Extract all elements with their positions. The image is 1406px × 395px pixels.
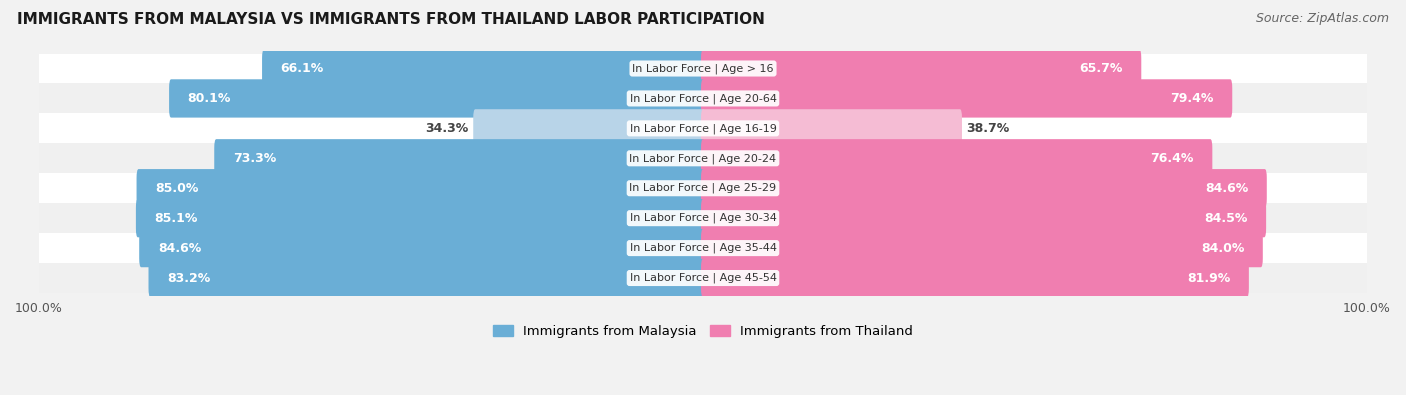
- Text: 38.7%: 38.7%: [967, 122, 1010, 135]
- FancyBboxPatch shape: [702, 79, 1232, 118]
- Bar: [39, 203, 1367, 233]
- FancyBboxPatch shape: [702, 49, 1142, 88]
- Bar: [39, 54, 1367, 83]
- FancyBboxPatch shape: [702, 109, 962, 147]
- FancyBboxPatch shape: [169, 79, 704, 118]
- FancyBboxPatch shape: [474, 109, 704, 147]
- Text: 73.3%: 73.3%: [233, 152, 276, 165]
- FancyBboxPatch shape: [702, 199, 1267, 237]
- FancyBboxPatch shape: [702, 259, 1249, 297]
- FancyBboxPatch shape: [702, 169, 1267, 207]
- Text: 34.3%: 34.3%: [426, 122, 468, 135]
- Text: In Labor Force | Age 35-44: In Labor Force | Age 35-44: [630, 243, 776, 253]
- Bar: [39, 83, 1367, 113]
- Text: 83.2%: 83.2%: [167, 271, 211, 284]
- Text: 76.4%: 76.4%: [1150, 152, 1194, 165]
- FancyBboxPatch shape: [214, 139, 704, 177]
- Text: 66.1%: 66.1%: [281, 62, 323, 75]
- Text: 65.7%: 65.7%: [1080, 62, 1122, 75]
- Bar: [39, 113, 1367, 143]
- Text: 79.4%: 79.4%: [1170, 92, 1213, 105]
- Text: 84.6%: 84.6%: [157, 242, 201, 255]
- Text: 85.0%: 85.0%: [155, 182, 198, 195]
- FancyBboxPatch shape: [136, 199, 704, 237]
- Text: In Labor Force | Age 45-54: In Labor Force | Age 45-54: [630, 273, 776, 283]
- Bar: [39, 233, 1367, 263]
- Text: 85.1%: 85.1%: [155, 212, 198, 225]
- Text: In Labor Force | Age 30-34: In Labor Force | Age 30-34: [630, 213, 776, 224]
- FancyBboxPatch shape: [702, 229, 1263, 267]
- Bar: [39, 173, 1367, 203]
- FancyBboxPatch shape: [702, 139, 1212, 177]
- Text: In Labor Force | Age 25-29: In Labor Force | Age 25-29: [630, 183, 776, 194]
- Bar: [39, 263, 1367, 293]
- Text: Source: ZipAtlas.com: Source: ZipAtlas.com: [1256, 12, 1389, 25]
- FancyBboxPatch shape: [139, 229, 704, 267]
- FancyBboxPatch shape: [136, 169, 704, 207]
- Text: In Labor Force | Age > 16: In Labor Force | Age > 16: [633, 63, 773, 74]
- FancyBboxPatch shape: [262, 49, 704, 88]
- Text: 80.1%: 80.1%: [187, 92, 231, 105]
- Bar: [39, 143, 1367, 173]
- Legend: Immigrants from Malaysia, Immigrants from Thailand: Immigrants from Malaysia, Immigrants fro…: [488, 320, 918, 343]
- Text: In Labor Force | Age 20-24: In Labor Force | Age 20-24: [630, 153, 776, 164]
- Text: 84.5%: 84.5%: [1204, 212, 1247, 225]
- Text: In Labor Force | Age 16-19: In Labor Force | Age 16-19: [630, 123, 776, 134]
- Text: 81.9%: 81.9%: [1187, 271, 1230, 284]
- FancyBboxPatch shape: [149, 259, 704, 297]
- Text: 84.6%: 84.6%: [1205, 182, 1249, 195]
- Text: IMMIGRANTS FROM MALAYSIA VS IMMIGRANTS FROM THAILAND LABOR PARTICIPATION: IMMIGRANTS FROM MALAYSIA VS IMMIGRANTS F…: [17, 12, 765, 27]
- Text: In Labor Force | Age 20-64: In Labor Force | Age 20-64: [630, 93, 776, 104]
- Text: 84.0%: 84.0%: [1201, 242, 1244, 255]
